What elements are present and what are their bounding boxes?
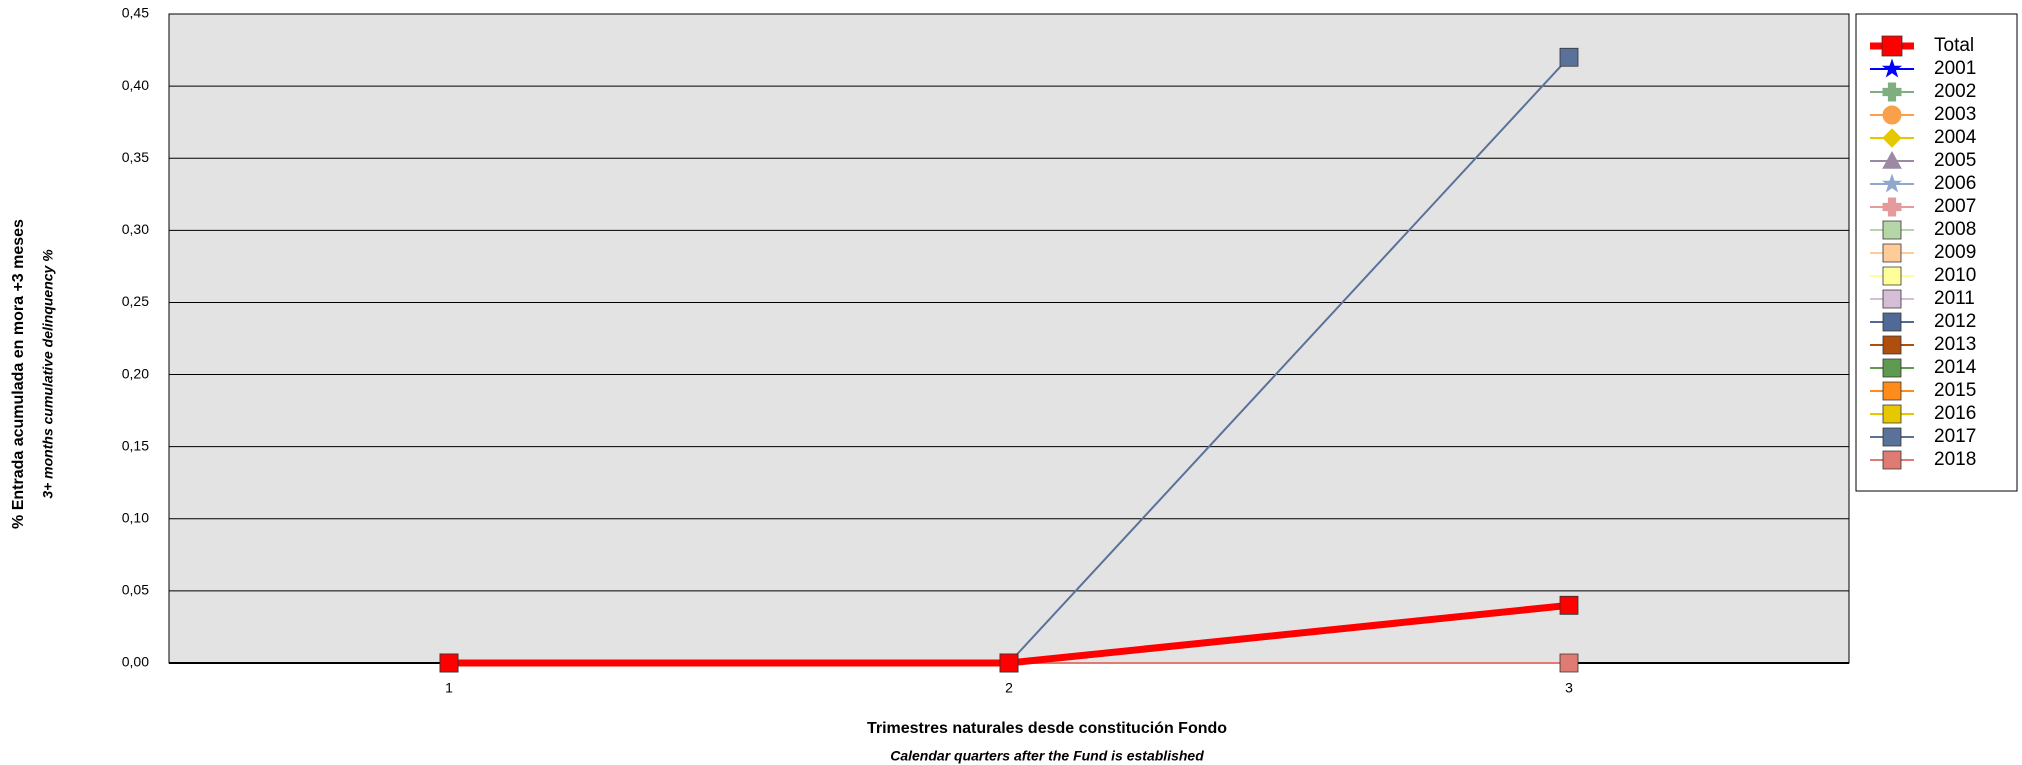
data-point [1559,653,1579,673]
legend-marker [1882,243,1902,263]
legend-label: 2016 [1934,403,1976,424]
legend-label: 2014 [1934,357,1977,378]
legend-marker [1882,220,1902,240]
legend-marker [1882,82,1902,102]
legend-label: 2017 [1934,426,1976,447]
legend-label: 2003 [1934,104,1976,125]
data-point [1559,47,1579,67]
legend-marker [1882,150,1902,169]
x-axis-subtitle: Calendar quarters after the Fund is esta… [890,748,1204,764]
y-tick-label: 0,25 [122,293,149,309]
data-point [1559,595,1579,615]
legend-label: 2006 [1934,173,1976,194]
x-tick-label: 3 [1565,680,1573,696]
y-tick-label: 0,35 [122,149,149,165]
legend-label: 2001 [1934,58,1976,79]
legend-label: 2004 [1934,127,1977,148]
legend-marker [1882,335,1902,355]
legend-marker [1882,289,1902,309]
legend-marker [1882,358,1902,378]
plot-area [168,13,1850,664]
legend-marker [1882,404,1902,424]
legend-label: 2010 [1934,265,1976,286]
x-axis-title: Trimestres naturales desde constitución … [867,720,1227,737]
legend-marker [1881,173,1903,193]
legend-label: 2007 [1934,196,1976,217]
y-tick-label: 0,15 [122,437,149,453]
legend-label: Total [1934,35,1974,56]
x-tick-label: 2 [1005,680,1013,696]
legend-marker [1881,35,1903,57]
y-tick-label: 0,10 [122,509,149,525]
legend-marker [1881,58,1903,78]
legend-label: 2018 [1934,449,1976,470]
legend-label: 2002 [1934,81,1976,102]
data-point [999,653,1019,673]
y-tick-label: 0,05 [122,582,149,598]
x-tick-label: 1 [445,680,453,696]
y-tick-label: 0,30 [122,221,149,237]
legend-marker [1882,128,1902,148]
y-tick-label: 0,00 [122,654,149,670]
legend-marker [1882,381,1902,401]
legend-marker [1882,266,1902,286]
data-point [439,653,459,673]
legend-marker [1882,312,1902,332]
y-tick-label: 0,20 [122,365,149,381]
legend-marker [1882,197,1902,217]
legend-label: 2011 [1934,288,1975,309]
legend-marker [1882,427,1902,447]
y-axis-title: % Entrada acumulada en mora +3 meses [10,219,27,529]
legend-label: 2015 [1934,380,1976,401]
legend-label: 2008 [1934,219,1976,240]
y-tick-label: 0,45 [122,5,149,21]
y-tick-label: 0,40 [122,77,149,93]
legend-label: 2009 [1934,242,1976,263]
y-axis-subtitle: 3+ months cumulative delinquency % [40,249,56,499]
legend-marker [1882,105,1902,125]
legend-label: 2013 [1934,334,1976,355]
legend-label: 2005 [1934,150,1976,171]
legend-label: 2012 [1934,311,1976,332]
legend-marker [1882,450,1902,470]
